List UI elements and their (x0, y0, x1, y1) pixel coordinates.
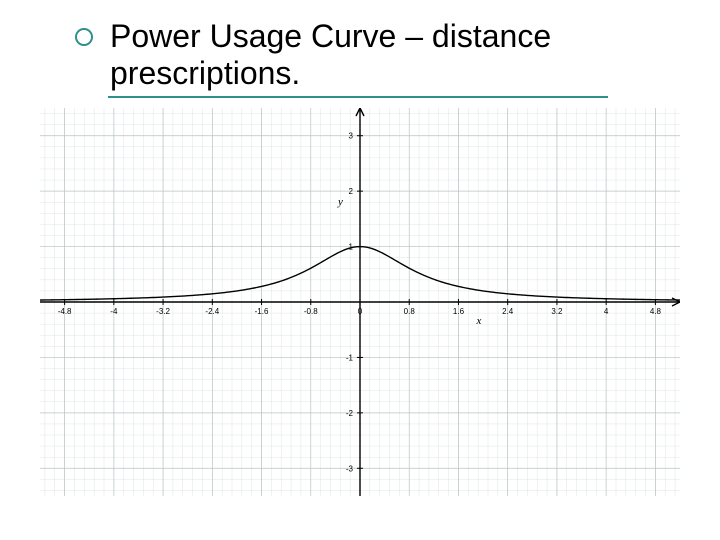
y-axis-label: y (337, 196, 343, 208)
bullet-icon (75, 28, 93, 46)
x-tick-label: 4 (604, 307, 609, 316)
title-line1: Power Usage Curve – distance (110, 18, 551, 54)
title-line2: prescriptions. (110, 55, 300, 91)
slide-title: Power Usage Curve – distance prescriptio… (110, 18, 551, 92)
y-tick-label: -2 (346, 409, 354, 418)
x-tick-label: 3.2 (551, 307, 563, 316)
y-tick-label: 3 (349, 132, 354, 141)
x-tick-label: 0.8 (404, 307, 416, 316)
x-tick-label: 4.8 (650, 307, 662, 316)
x-tick-label: 0 (358, 307, 363, 316)
y-tick-label: -1 (346, 353, 354, 362)
slide: Power Usage Curve – distance prescriptio… (0, 0, 720, 540)
x-tick-label: -1.6 (255, 307, 269, 316)
y-tick-label: -3 (346, 464, 354, 473)
x-tick-label: 2.4 (502, 307, 514, 316)
chart-area: -4.8 -4 -3.2 -2.4 -1.6 -0.8 0 0.8 1.6 2.4 3.2 4 4.8 -… (40, 108, 680, 496)
chart-svg: -4.8 -4 -3.2 -2.4 -1.6 -0.8 0 0.8 1.6 2.4 3.2 4 4.8 -… (40, 108, 680, 496)
x-tick-label: -3.2 (156, 307, 170, 316)
x-tick-label: -2.4 (205, 307, 219, 316)
x-tick-label: -4 (110, 307, 118, 316)
title-underline (108, 96, 608, 98)
x-tick-label: -4.8 (58, 307, 72, 316)
x-tick-label: 1.6 (453, 307, 465, 316)
x-axis-label: x (475, 315, 481, 327)
y-tick-label: 2 (349, 187, 354, 196)
x-tick-label: -0.8 (304, 307, 318, 316)
